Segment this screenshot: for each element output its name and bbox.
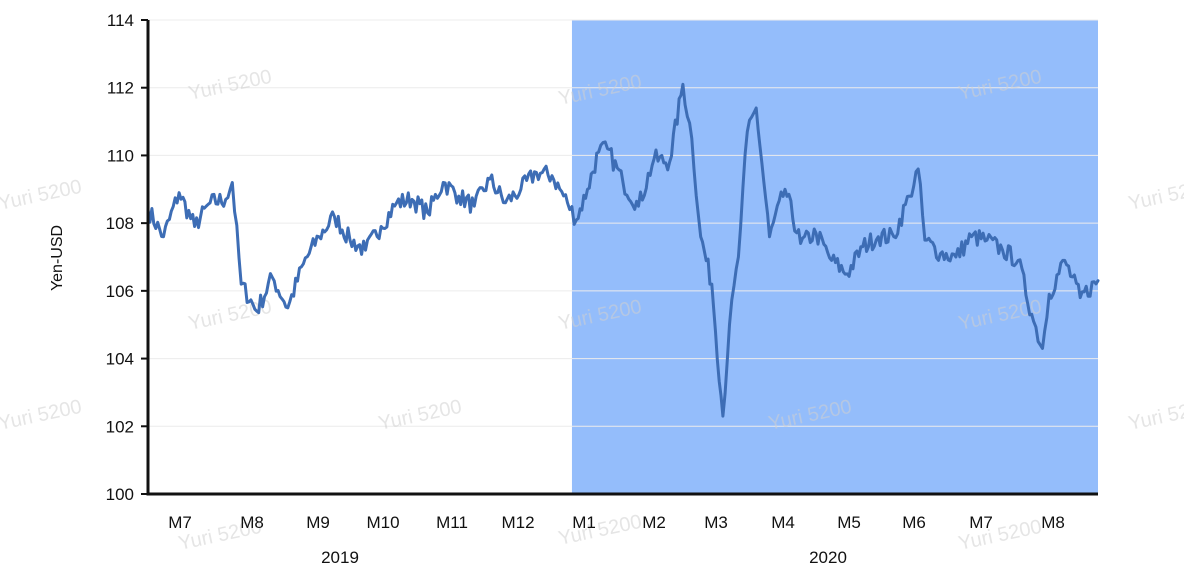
- x-tick-label: M7: [969, 513, 993, 532]
- x-tick-label: M8: [240, 513, 264, 532]
- watermark-text: Yuri 5200: [556, 511, 643, 550]
- x-tick-label: M11: [436, 513, 468, 532]
- year-label: 2020: [809, 548, 847, 567]
- x-tick-label: M1: [572, 513, 596, 532]
- y-tick-label: 110: [107, 146, 134, 165]
- x-tick-label: M3: [704, 513, 728, 532]
- watermark-text: Yuri 5200: [0, 396, 84, 435]
- watermark-text: Yuri 5200: [1126, 396, 1184, 435]
- y-tick-label: 114: [107, 11, 134, 30]
- gridlines: [148, 19, 1098, 427]
- y-tick-labels: 100 102 104 106 108 110 112 114: [106, 11, 134, 504]
- x-tick-label: M7: [168, 513, 192, 532]
- x-tick-label: M8: [1041, 513, 1065, 532]
- y-tick-label: 112: [107, 79, 134, 98]
- x-tick-label: M4: [771, 513, 795, 532]
- y-tick-label: 106: [106, 282, 134, 301]
- y-tick-label: 102: [106, 417, 134, 436]
- watermark-text: Yuri 5200: [376, 396, 463, 435]
- y-tick-label: 104: [106, 350, 134, 369]
- x-tick-label: M5: [837, 513, 861, 532]
- x-tick-label: M10: [366, 513, 399, 532]
- watermark-text: Yuri 5200: [0, 176, 84, 215]
- x-tick-label: M12: [501, 513, 534, 532]
- watermark-text: Yuri 5200: [186, 66, 273, 105]
- axes: [141, 19, 1098, 496]
- watermark-text: Yuri 5200: [1126, 176, 1184, 215]
- series-line: [146, 82, 1100, 418]
- x-tick-label: M9: [306, 513, 330, 532]
- x-tick-labels: M7 M8 M9 M10 M11 M12 M1 M2 M3 M4 M5 M6 M7 M8: [168, 513, 1065, 532]
- y-tick-label: 108: [106, 214, 134, 233]
- x-tick-label: M2: [642, 513, 666, 532]
- x-tick-label: M6: [902, 513, 926, 532]
- y-tick-label: 100: [106, 485, 134, 504]
- y-axis-title: Yen-USD: [49, 225, 66, 291]
- year-labels: 2019 2020: [321, 548, 847, 567]
- year-label: 2019: [321, 548, 359, 567]
